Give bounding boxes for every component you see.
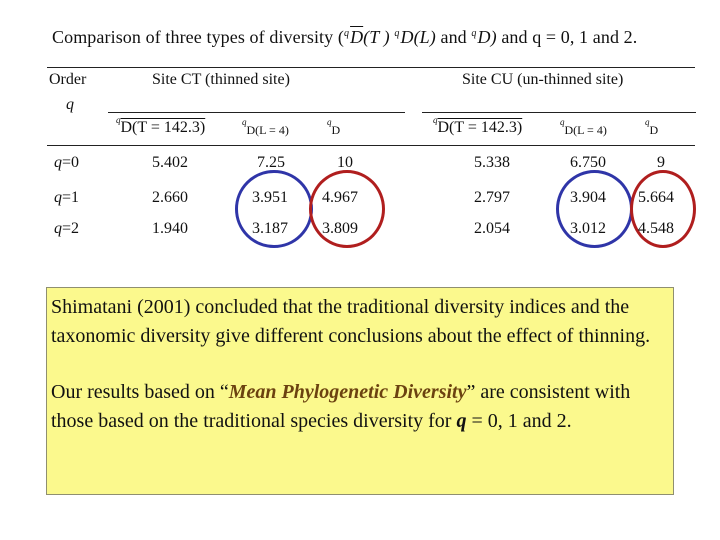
title-m2-sup: q <box>394 28 400 39</box>
table-cell: 2.660 <box>152 189 188 206</box>
cu-species-highlight-ring <box>630 170 696 248</box>
row-q2-val: =2 <box>62 220 80 237</box>
ct-species-label: D <box>331 123 341 137</box>
table-cell: 4.967 <box>322 189 358 206</box>
table-cell: 5.664 <box>638 189 674 206</box>
table-cell: 3.809 <box>322 220 358 237</box>
title-and: and <box>440 27 467 47</box>
note-p2-before: Our results based on “ <box>51 381 229 403</box>
table-cell: 9 <box>657 154 665 171</box>
note-p2-end: = 0, 1 and 2. <box>466 409 572 432</box>
cu-species-subheader: qD <box>645 117 659 139</box>
site-cu-header: Site CU (un-thinned site) <box>462 71 624 88</box>
cu-phylo-subheader: qD(L = 4) <box>560 117 607 139</box>
table-cell: 6.750 <box>570 154 606 171</box>
table-cell: 2.797 <box>474 189 510 206</box>
title-m3-sup: q <box>471 28 477 39</box>
cu-phylo-label: D(L = 4) <box>564 123 607 137</box>
ct-group-rule <box>108 112 405 113</box>
row-q2-var: q <box>54 220 62 237</box>
ct-mean-phylo-subheader: qD(T = 142.3) <box>116 115 206 137</box>
cu-mean-sup: q <box>433 115 438 125</box>
ct-phylo-sup: q <box>242 117 247 127</box>
table-header-rule <box>47 145 695 146</box>
conclusion-note-box: Shimatani (2001) concluded that the trad… <box>46 287 674 495</box>
table-cell: 2.054 <box>474 220 510 237</box>
title-prefix: Comparison of three types of diversity ( <box>52 27 344 47</box>
row-q0-val: =0 <box>62 154 80 171</box>
table-cell: 3.187 <box>252 220 288 237</box>
title-m1: D <box>350 27 364 47</box>
site-ct-header: Site CT (thinned site) <box>152 71 290 88</box>
cu-mean-label: D(T = 142.3) <box>437 119 523 136</box>
ct-phylo-subheader: qD(L = 4) <box>242 117 289 139</box>
ct-phylo-label: D(L = 4) <box>246 123 289 137</box>
ct-species-sup: q <box>327 117 332 127</box>
title-m2: D(L) <box>400 27 436 47</box>
table-cell: 4.548 <box>638 220 674 237</box>
table-cell: 10 <box>337 154 353 171</box>
note-paragraph-2: Our results based on “Mean Phylogenetic … <box>51 378 669 435</box>
table-cell: 7.25 <box>257 154 285 171</box>
table-cell: 3.904 <box>570 189 606 206</box>
order-q-header: q <box>66 96 74 113</box>
note-paragraph-1: Shimatani (2001) concluded that the trad… <box>51 296 651 347</box>
order-header: Order <box>49 71 87 88</box>
row-q1-val: =1 <box>62 189 80 206</box>
table-cell: 1.940 <box>152 220 188 237</box>
slide-title: Comparison of three types of diversity (… <box>52 27 637 48</box>
row-q2-label: q=2 <box>54 220 79 238</box>
table-cell: 3.951 <box>252 189 288 206</box>
row-q1-var: q <box>54 189 62 206</box>
table-top-rule <box>47 67 695 68</box>
title-m1-arg: (T ) <box>363 27 390 47</box>
cu-mean-phylo-subheader: qD(T = 142.3) <box>433 115 523 137</box>
row-q0-var: q <box>54 154 62 171</box>
row-q1-label: q=1 <box>54 189 79 207</box>
title-m3: D) <box>477 27 497 47</box>
cu-group-rule <box>422 112 696 113</box>
note-p2-q: q <box>456 409 467 432</box>
table-cell: 5.402 <box>152 154 188 171</box>
row-q0-label: q=0 <box>54 154 79 172</box>
table-cell: 5.338 <box>474 154 510 171</box>
cu-species-sup: q <box>645 117 650 127</box>
note-p2-emphasis: Mean Phylogenetic Diversity <box>228 381 467 403</box>
title-m1-sup: q <box>343 28 350 39</box>
ct-species-subheader: qD <box>327 117 341 139</box>
cu-species-label: D <box>649 123 659 137</box>
title-suffix: and q = 0, 1 and 2. <box>501 27 638 47</box>
ct-mean-sup: q <box>116 115 121 125</box>
note-p2-after: ” are consistent with those based on the… <box>51 381 631 432</box>
ct-mean-label: D(T = 142.3) <box>120 119 206 136</box>
table-cell: 3.012 <box>570 220 606 237</box>
cu-phylo-sup: q <box>560 117 565 127</box>
ct-species-highlight-ring <box>309 170 385 248</box>
